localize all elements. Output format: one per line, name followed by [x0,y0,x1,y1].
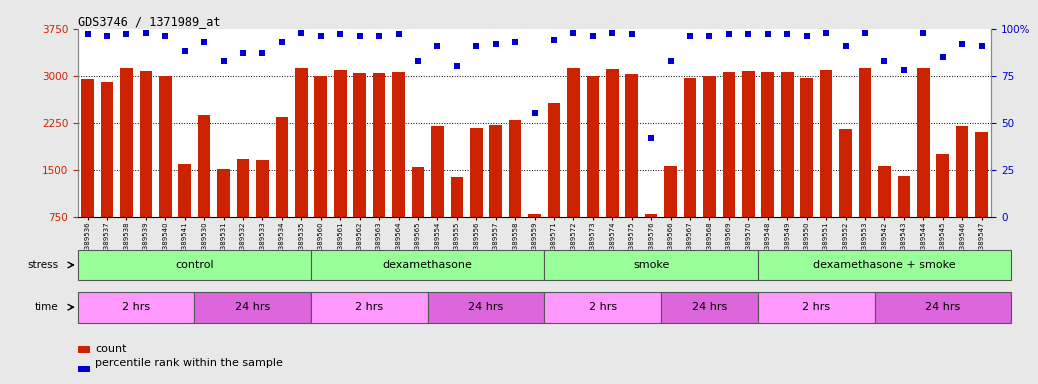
Bar [875,292,1011,323]
Bar [528,214,541,264]
Text: control: control [175,260,214,270]
Bar [237,159,249,264]
Bar [664,166,677,264]
Text: dexamethasone: dexamethasone [383,260,472,270]
Bar [544,292,661,323]
Bar [917,68,930,264]
Text: smoke: smoke [633,260,670,270]
Text: 24 hrs: 24 hrs [468,302,503,312]
Bar [311,250,544,280]
Bar [489,126,502,264]
Bar [858,68,871,264]
Bar [311,292,428,323]
Bar [976,132,988,264]
Text: percentile rank within the sample: percentile rank within the sample [95,358,283,368]
Text: 2 hrs: 2 hrs [802,302,830,312]
Bar [120,68,133,264]
Bar [898,176,910,264]
Bar [392,72,405,264]
Bar [450,177,463,264]
Bar [781,72,793,264]
Bar [758,250,1011,280]
Bar [586,76,599,264]
Bar [256,160,269,264]
Bar [179,164,191,264]
Bar [758,292,875,323]
Bar [544,250,758,280]
Bar [81,79,93,264]
Text: 24 hrs: 24 hrs [925,302,960,312]
Bar [626,74,638,264]
Bar [373,73,385,264]
Bar [509,120,521,264]
Bar [936,154,949,264]
Bar [412,167,425,264]
Text: 2 hrs: 2 hrs [589,302,617,312]
Bar [139,71,153,264]
Bar [431,126,443,264]
Bar [159,76,171,264]
Bar [295,68,307,264]
Text: dexamethasone + smoke: dexamethasone + smoke [813,260,956,270]
Bar [839,129,852,264]
Bar [722,72,735,264]
Bar [194,292,311,323]
Bar [800,78,813,264]
Bar [606,69,619,264]
Bar [956,126,968,264]
Bar [78,292,194,323]
Bar [198,115,211,264]
Bar [762,72,774,264]
Bar [78,250,311,280]
Bar [101,82,113,264]
Bar [567,68,580,264]
Bar [276,117,289,264]
Bar [217,169,230,264]
Bar [878,166,891,264]
Bar [703,76,716,264]
Bar [820,70,832,264]
Text: GDS3746 / 1371989_at: GDS3746 / 1371989_at [78,15,220,28]
Bar [684,78,696,264]
Text: 24 hrs: 24 hrs [692,302,727,312]
Bar [353,73,366,264]
Text: 2 hrs: 2 hrs [355,302,383,312]
Text: count: count [95,344,127,354]
Bar [548,103,561,264]
Text: time: time [35,302,58,312]
Bar [742,71,755,264]
Bar [661,292,758,323]
Text: stress: stress [27,260,58,270]
Bar [315,76,327,264]
Text: 24 hrs: 24 hrs [236,302,270,312]
Bar [470,128,483,264]
Bar [334,70,347,264]
Bar [645,214,657,264]
Bar [428,292,544,323]
Text: 2 hrs: 2 hrs [122,302,151,312]
